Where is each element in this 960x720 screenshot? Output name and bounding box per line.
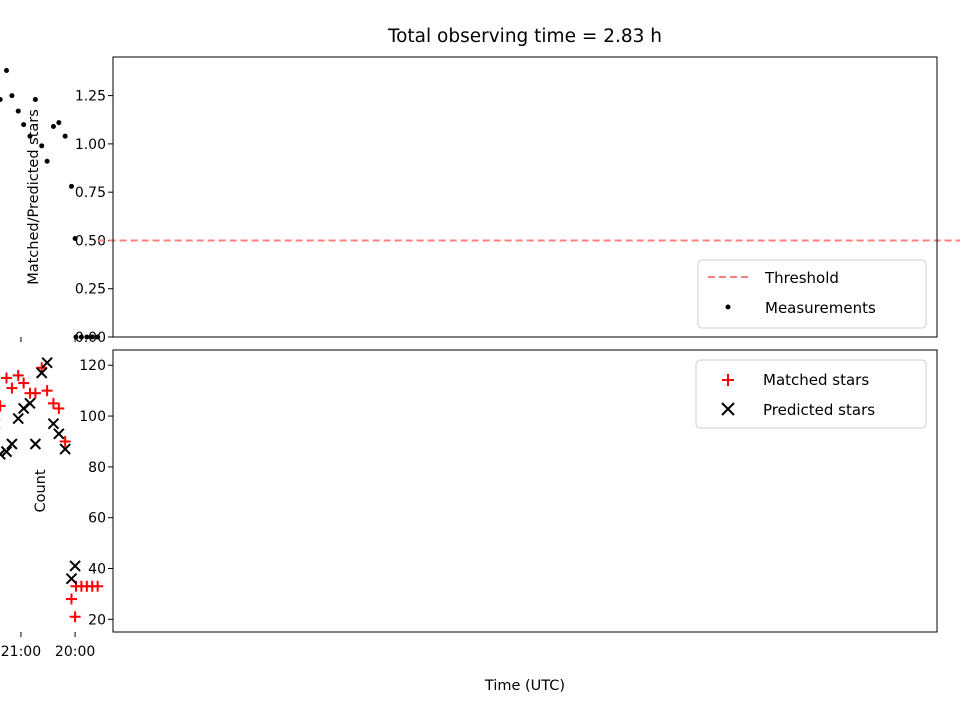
measurement-point	[68, 183, 74, 189]
matched-star-point	[18, 377, 30, 389]
measurement-point	[89, 334, 95, 340]
legend-predicted-label: Predicted stars	[763, 401, 875, 419]
top-y-axis-label: Matched/Predicted stars	[26, 109, 42, 285]
matched-star-point	[41, 385, 53, 397]
predicted-star-point	[59, 443, 71, 455]
top-measurement-points	[0, 68, 101, 340]
y-tick-label: 1.00	[75, 137, 106, 153]
measurement-point	[39, 143, 45, 149]
measurement-point	[50, 124, 56, 130]
top-legend-box	[697, 259, 927, 329]
legend-matched-swatch	[722, 374, 734, 386]
predicted-star-point	[69, 560, 81, 572]
predicted-star-point	[41, 356, 53, 369]
measurement-point	[73, 334, 79, 340]
predicted-star-stroke-b	[12, 412, 24, 425]
predicted-star-point	[65, 572, 78, 585]
matched-star-point	[65, 593, 77, 605]
matched-star-point	[36, 362, 48, 374]
bottom-star-count-points	[0, 356, 104, 623]
matched-star-point	[12, 369, 24, 381]
predicted-star-stroke-b	[47, 417, 60, 430]
top-plot-frame	[112, 56, 938, 338]
predicted-star-point	[0, 445, 13, 458]
predicted-star-point	[0, 448, 6, 460]
predicted-star-point	[17, 402, 30, 415]
top-panel: Total observing time = 2.83 h 0.000.250.…	[0, 26, 960, 346]
legend-measurements-label: Measurements	[765, 299, 876, 317]
predicted-star-stroke-b	[53, 428, 65, 440]
measurement-point	[0, 96, 3, 102]
predicted-star-point	[6, 438, 18, 450]
measurement-point	[44, 158, 50, 164]
measurement-point	[27, 133, 33, 139]
y-tick-label: 100	[79, 409, 106, 425]
legend-measurements-swatch	[725, 304, 731, 310]
y-tick-label: 0.25	[75, 282, 106, 298]
measurement-point	[21, 122, 27, 128]
y-tick-label: 120	[79, 358, 106, 374]
matched-star-point	[47, 397, 59, 409]
matched-star-point	[0, 400, 6, 412]
bottom-axis-ticks: 2040608010012020:0021:0022:0023:0000:000…	[1, 358, 113, 660]
predicted-star-stroke-b	[29, 438, 42, 450]
measurement-point	[32, 96, 38, 102]
y-tick-label: 80	[88, 460, 106, 476]
measurement-point	[4, 68, 10, 74]
matched-star-point	[59, 435, 71, 447]
predicted-star-point	[12, 412, 24, 425]
x-tick-label: 20:00	[55, 644, 95, 660]
predicted-star-stroke-b	[41, 356, 53, 369]
bottom-y-axis-label: Count	[33, 469, 49, 512]
measurement-point	[56, 120, 62, 126]
predicted-star-stroke-b	[69, 560, 81, 572]
legend-matched-label: Matched stars	[763, 371, 869, 389]
measurement-point	[62, 133, 68, 139]
x-tick-label: 21:00	[1, 644, 41, 660]
predicted-star-point	[47, 417, 60, 430]
matched-star-point	[53, 402, 65, 414]
measurement-point	[72, 236, 78, 242]
predicted-star-stroke-b	[17, 402, 30, 415]
y-tick-label: 60	[88, 511, 106, 527]
y-tick-label: 1.25	[75, 89, 106, 105]
predicted-star-point	[35, 367, 48, 379]
x-axis-label: Time (UTC)	[484, 678, 565, 694]
predicted-star-stroke-b	[65, 572, 78, 585]
measurement-point	[9, 93, 15, 99]
predicted-star-stroke-b	[6, 438, 18, 450]
bottom-legend-box	[695, 359, 927, 429]
y-tick-label: 20	[88, 612, 106, 628]
bottom-panel: 2040608010012020:0021:0022:0023:0000:000…	[0, 349, 938, 694]
measurement-point	[15, 108, 21, 114]
matched-star-point	[24, 387, 36, 399]
y-tick-label: 0.75	[75, 185, 106, 201]
top-legend: Threshold Measurements	[697, 259, 927, 329]
legend-threshold-label: Threshold	[764, 269, 839, 287]
measurement-point	[95, 334, 101, 340]
bottom-legend: Matched stars Predicted stars	[695, 359, 927, 429]
top-axis-ticks: 0.000.250.500.751.001.25	[20, 89, 113, 346]
chart-title: Total observing time = 2.83 h	[387, 26, 662, 47]
bottom-plot-frame	[112, 349, 938, 633]
predicted-star-stroke-b	[59, 443, 71, 455]
measurement-point	[84, 334, 90, 340]
matched-star-point	[1, 372, 13, 384]
predicted-star-point	[29, 438, 42, 450]
y-tick-label: 40	[88, 561, 106, 577]
predicted-star-point	[53, 428, 65, 440]
predicted-star-stroke-b	[0, 448, 6, 456]
legend-predicted-swatch	[721, 402, 735, 416]
matched-star-point	[6, 382, 18, 394]
predicted-star-stroke-b	[0, 445, 13, 458]
matched-star-point	[69, 611, 81, 623]
predicted-star-stroke-b	[35, 367, 48, 379]
measurement-point	[78, 334, 84, 340]
y-tick-label: 0.50	[75, 233, 106, 249]
